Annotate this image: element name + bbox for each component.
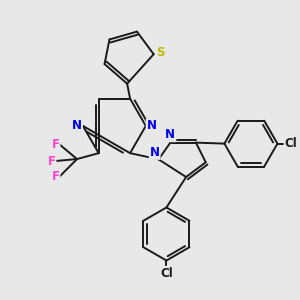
Text: Cl: Cl — [285, 137, 298, 150]
Text: N: N — [150, 146, 160, 159]
Text: F: F — [47, 154, 56, 167]
Text: S: S — [156, 46, 165, 59]
Text: N: N — [147, 119, 157, 132]
Text: N: N — [165, 128, 176, 141]
Text: F: F — [51, 138, 59, 151]
Text: N: N — [72, 119, 82, 132]
Text: Cl: Cl — [160, 267, 173, 280]
Text: F: F — [51, 170, 59, 183]
